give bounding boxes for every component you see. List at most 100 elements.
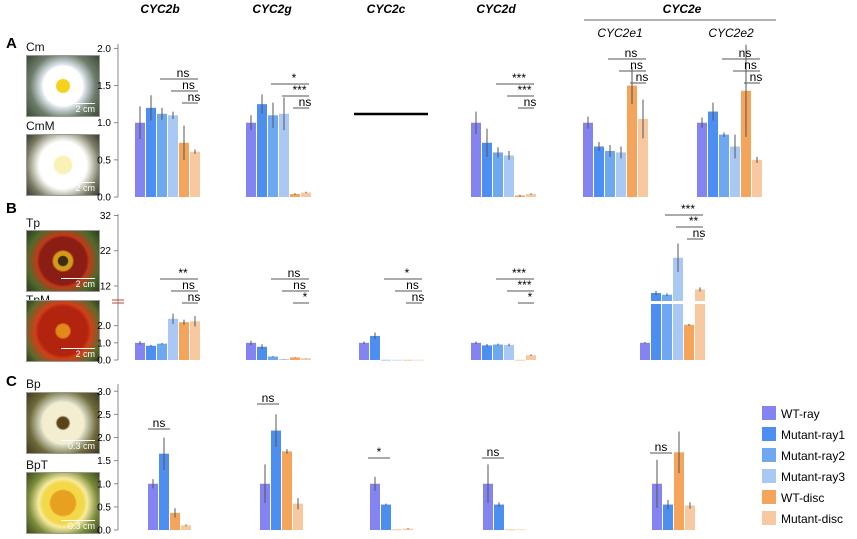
significance-label: * <box>303 290 308 304</box>
significance-label: ns <box>262 391 275 405</box>
panel-b-y-tick-label: 1.0 <box>97 338 111 349</box>
panel-a-y-tick-label: 0.0 <box>97 193 111 204</box>
significance-label: ns <box>412 290 425 304</box>
bar-CYC2g-Mutant-ray1 <box>257 346 267 360</box>
legend-swatch-Mutant-ray2 <box>762 448 776 462</box>
bp-flower-photo: 0.3 cm <box>26 392 100 454</box>
panel-b-y-tick-label: 22 <box>100 246 112 257</box>
cm-flower-photo: 2 cm <box>26 55 100 117</box>
bar-CYC2e1-Mutant-ray1 <box>594 146 604 197</box>
scale-bar-label: 2 cm <box>75 104 95 114</box>
significance-label: ** <box>689 214 699 228</box>
bar-CYC2g-Mutant-ray1 <box>257 104 267 197</box>
bar-CYC2b-Mutant-ray3 <box>168 318 178 360</box>
bar-CYC2d-Mutant-ray2 <box>493 152 503 197</box>
bar-CYC2e-Mutant-ray1 <box>651 292 661 360</box>
significance-label: ns <box>693 226 706 240</box>
legend-swatch-Mutant-ray3 <box>762 469 776 483</box>
legend-label-Mutant-ray1: Mutant-ray1 <box>781 428 845 442</box>
bar-CYC2e2-WT-disc <box>741 90 751 197</box>
legend-swatch-Mutant-disc <box>762 511 776 525</box>
panel-b-y-tick-label: 32 <box>100 211 112 222</box>
panel-b-y-tick-label: 0.0 <box>97 356 111 367</box>
bar-CYC2b-WT-disc <box>179 322 189 360</box>
bar-CYC2e1-Mutant-disc <box>638 119 648 197</box>
bar-CYC2e-Mutant-ray3 <box>673 257 683 360</box>
panel-c-y-tick-label: 0.5 <box>97 502 111 513</box>
bar-CYC2d-WT-disc <box>515 359 525 361</box>
tpm-flower-photo: 2 cm <box>26 300 100 362</box>
significance-label: ns <box>406 278 419 292</box>
legend-label-WT-disc: WT-disc <box>781 491 824 505</box>
bar-CYC2d-WT-ray <box>471 122 481 197</box>
bar-CYC2g-Mutant-disc <box>301 192 311 197</box>
bar-CYC2e-WT-disc <box>684 324 694 360</box>
scale-bar-label: 2 cm <box>75 279 95 289</box>
panel-a-y-tick-label: 2.0 <box>97 44 111 55</box>
significance-label: * <box>528 290 533 304</box>
legend-label-Mutant-ray2: Mutant-ray2 <box>781 449 845 463</box>
significance-label: ns <box>153 416 166 430</box>
bar-CYC2g-Mutant-ray3 <box>279 113 289 197</box>
bar-CYC2g-WT-disc <box>290 357 300 360</box>
legend-swatch-WT-disc <box>762 490 776 504</box>
bar-CYC2e-WT-disc <box>674 452 684 530</box>
bar-CYC2b-Mutant-disc <box>190 151 200 197</box>
bar-CYC2b-Mutant-ray2 <box>157 343 167 360</box>
bpt-flower-photo: 0.3 cm <box>26 472 100 534</box>
bar-CYC2g-WT-disc <box>282 451 292 530</box>
bar-CYC2b-Mutant-disc <box>190 321 200 360</box>
significance-label: *** <box>517 278 531 292</box>
panel-letter: C <box>6 373 17 390</box>
bar-CYC2b-WT-ray <box>148 483 158 530</box>
bar-CYC2b-Mutant-ray1 <box>146 107 156 197</box>
significance-label: ns <box>177 66 190 80</box>
gene-header-CYC2c: CYC2c <box>367 2 406 16</box>
panel-c-photo-bottom-label: BpT <box>26 458 49 472</box>
bar-CYC2e-WT-ray <box>640 342 650 360</box>
significance-label: * <box>405 266 410 280</box>
panel-b-y-tick-label: 12 <box>100 281 112 292</box>
scale-bar-label: 2 cm <box>75 349 95 359</box>
bar-CYC2b-Mutant-ray3 <box>168 115 178 197</box>
bar-CYC2c-Mutant-ray3 <box>392 359 402 361</box>
bar-CYC2e2-Mutant-ray2 <box>719 134 729 197</box>
bar-CYC2d-Mutant-disc <box>516 529 526 531</box>
panel-a-y-tick-label: 1.0 <box>97 118 111 129</box>
bar-CYC2c-Mutant-ray2 <box>381 359 391 361</box>
legend-label-Mutant-ray3: Mutant-ray3 <box>781 470 845 484</box>
bar-CYC2d-WT-ray <box>483 483 493 530</box>
bar-CYC2g-Mutant-ray1 <box>271 430 281 530</box>
bar-CYC2g-WT-disc <box>290 194 300 197</box>
panel-a-y-tick-label: 1.5 <box>97 81 111 92</box>
tp-flower-photo: 2 cm <box>26 230 100 292</box>
bar-CYC2d-Mutant-ray1 <box>494 504 504 530</box>
bar-CYC2c-WT-ray <box>359 342 369 360</box>
bar-CYC2e2-Mutant-ray3 <box>730 146 740 197</box>
subgene-header: CYC2e1 <box>597 26 642 40</box>
panel-b-photo-top-label: Tp <box>26 216 41 230</box>
bar-CYC2g-WT-ray <box>246 122 256 197</box>
significance-label: ns <box>188 90 201 104</box>
subgene-header: CYC2e2 <box>708 26 754 40</box>
significance-label: *** <box>512 71 526 85</box>
significance-label: ** <box>178 266 188 280</box>
significance-label: ns <box>625 46 638 60</box>
bar-CYC2b-WT-ray <box>135 122 145 197</box>
bar-CYC2e2-Mutant-ray1 <box>708 111 718 197</box>
bar-CYC2e1-WT-disc <box>627 85 637 197</box>
panel-b-y-tick-label: 2.0 <box>97 321 111 332</box>
bar-CYC2d-Mutant-disc <box>526 355 536 360</box>
bar-CYC2d-WT-disc <box>505 529 515 531</box>
bar-CYC2e2-WT-ray <box>697 122 707 197</box>
significance-label: ns <box>630 58 643 72</box>
panel-a-y-tick-label: 0.5 <box>97 155 111 166</box>
panel-c-y-tick-label: 1.0 <box>97 479 111 490</box>
gene-header-CYC2e: CYC2e <box>663 2 702 16</box>
panel-c-photo-top-label: Bp <box>26 377 41 391</box>
bar-CYC2e-Mutant-ray2 <box>662 294 672 360</box>
bar-CYC2d-Mutant-ray2 <box>493 344 503 360</box>
bar-CYC2b-Mutant-disc <box>181 525 191 530</box>
panel-c-y-tick-label: 2.0 <box>97 433 111 444</box>
